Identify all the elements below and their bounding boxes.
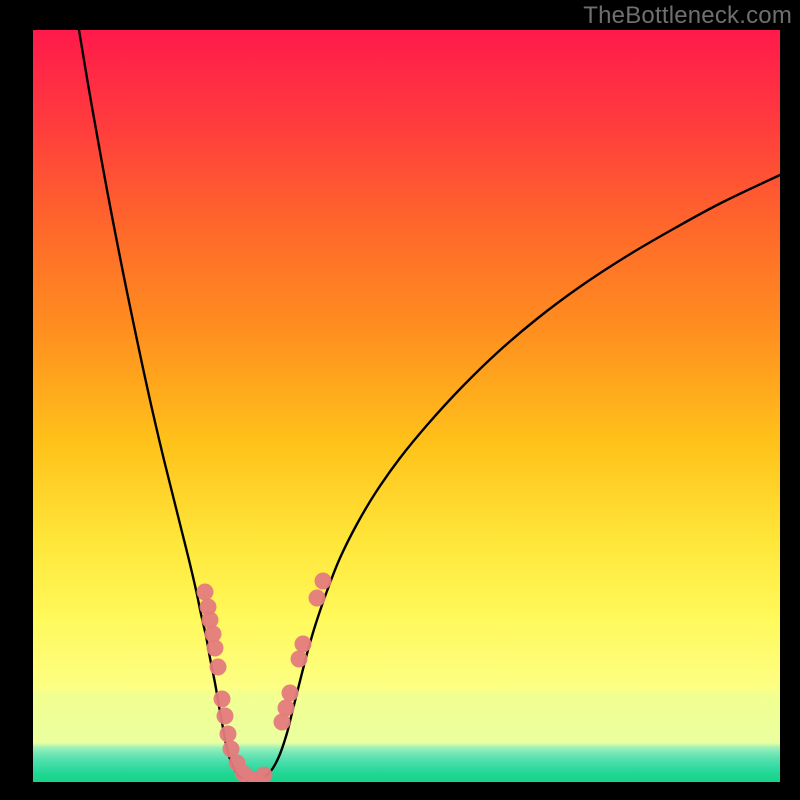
- chart-background: [33, 30, 780, 782]
- scatter-point: [315, 573, 332, 590]
- scatter-point: [217, 708, 234, 725]
- bottleneck-chart: [33, 30, 780, 782]
- scatter-point: [282, 685, 299, 702]
- scatter-point: [202, 612, 219, 629]
- scatter-point: [309, 590, 326, 607]
- scatter-point: [220, 726, 237, 743]
- frame-left: [0, 0, 33, 800]
- scatter-point: [197, 584, 214, 601]
- scatter-point: [278, 700, 295, 717]
- scatter-point: [295, 636, 312, 653]
- scatter-point: [214, 691, 231, 708]
- frame-right: [780, 0, 800, 800]
- frame-bottom: [0, 782, 800, 800]
- scatter-point: [207, 640, 224, 657]
- scatter-point: [210, 659, 227, 676]
- scatter-point: [291, 651, 308, 668]
- frame-top: [0, 0, 800, 30]
